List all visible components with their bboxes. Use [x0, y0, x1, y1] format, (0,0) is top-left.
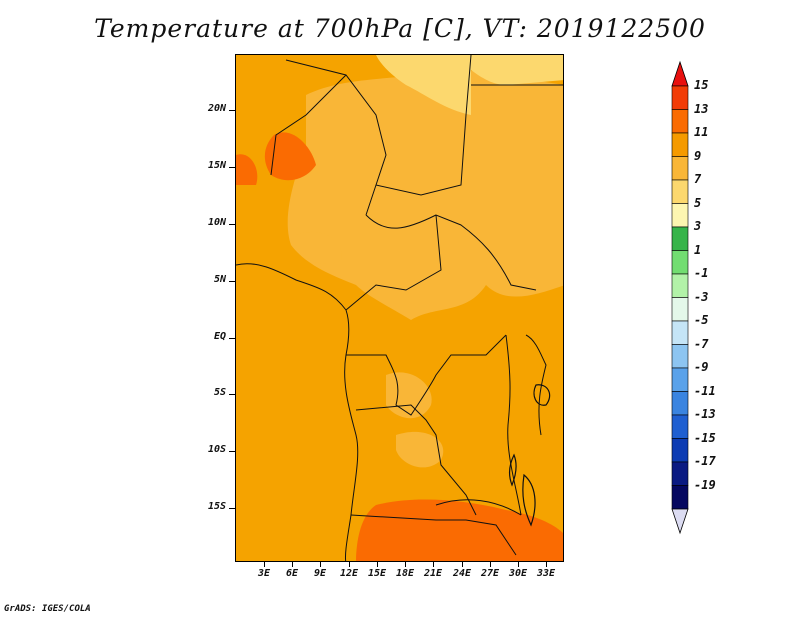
temperature-field	[236, 55, 563, 561]
lat-label-eq: EQ	[213, 331, 226, 342]
lon-label-33e: 33E	[536, 568, 556, 579]
lon-tick	[292, 562, 293, 567]
colorbar-bottom-arrow	[671, 508, 689, 535]
colorbar-segment	[671, 109, 689, 134]
lon-tick	[518, 562, 519, 567]
lat-label-10s: 10S	[207, 444, 226, 455]
country-borders	[236, 55, 563, 561]
colorbar-label: 9	[694, 148, 702, 163]
lat-label-5s: 5S	[213, 387, 226, 398]
colorbar-label: -17	[694, 454, 716, 468]
colorbar-label: -3	[694, 289, 709, 304]
colorbar-top-arrow	[671, 60, 689, 87]
colorbar-label: -7	[694, 336, 709, 351]
colorbar-label: -15	[694, 430, 716, 445]
lon-label-3e: 3E	[257, 568, 271, 579]
colorbar-label: -11	[694, 383, 716, 398]
lon-tick	[462, 562, 463, 567]
lat-label-15s: 15S	[207, 501, 226, 512]
chart-title: Temperature at 700hPa [C], VT: 201912250…	[94, 14, 706, 43]
map-panel[interactable]	[235, 54, 564, 562]
colorbar-segment	[671, 179, 689, 204]
lon-label-15e: 15E	[367, 568, 387, 579]
colorbar-segment	[671, 344, 689, 369]
field-region-5-7	[376, 55, 471, 115]
colorbar-segment	[671, 85, 689, 110]
lon-tick	[264, 562, 265, 567]
colorbar-label: -9	[694, 360, 709, 374]
colorbar-segment	[671, 156, 689, 181]
colorbar-segment	[671, 250, 689, 275]
colorbar-segment	[671, 226, 689, 251]
lat-tick	[229, 110, 235, 111]
colorbar-label: 15	[694, 78, 709, 92]
lon-label-30e: 30E	[508, 568, 528, 579]
lon-tick	[433, 562, 434, 567]
lat-tick	[229, 394, 235, 395]
lat-label-10n: 10N	[207, 217, 226, 228]
colorbar-label: -13	[694, 407, 716, 421]
lon-label-27e: 27E	[480, 568, 500, 579]
colorbar-label: 1	[694, 242, 702, 257]
colorbar-segment	[671, 297, 689, 322]
footer-credit: GrADS: IGES/COLA	[4, 604, 91, 614]
lon-tick	[349, 562, 350, 567]
lat-tick	[229, 224, 235, 225]
lon-label-6e: 6E	[285, 568, 299, 579]
colorbar-label: -19	[694, 477, 716, 492]
colorbar-segment	[671, 132, 689, 157]
lat-tick	[229, 167, 235, 168]
colorbar-label: -1	[694, 266, 709, 280]
lat-label-15n: 15N	[207, 160, 226, 171]
colorbar-label: -5	[694, 313, 709, 327]
lat-tick	[229, 508, 235, 509]
colorbar-segment	[671, 485, 689, 510]
colorbar-segment	[671, 414, 689, 439]
lon-tick	[377, 562, 378, 567]
lon-tick	[405, 562, 406, 567]
colorbar-segment	[671, 391, 689, 416]
lakes	[508, 384, 551, 527]
field-region-11-13	[264, 132, 316, 181]
field-region-11-13	[236, 154, 258, 185]
lon-tick	[320, 562, 321, 567]
lat-tick	[229, 281, 235, 282]
lon-tick	[490, 562, 491, 567]
lon-tick	[546, 562, 547, 567]
field-region-5-7	[471, 55, 563, 85]
colorbar-label: 5	[694, 195, 702, 210]
colorbar-label: 13	[694, 101, 709, 116]
colorbar-label: 7	[694, 172, 702, 186]
lon-label-24e: 24E	[452, 568, 472, 579]
lat-label-20n: 20N	[207, 103, 226, 114]
lat-label-5n: 5N	[213, 274, 226, 285]
lon-label-9e: 9E	[313, 568, 327, 579]
colorbar-segment	[671, 367, 689, 392]
lat-tick	[229, 338, 235, 339]
lon-label-12e: 12E	[339, 568, 359, 579]
colorbar-segment	[671, 273, 689, 298]
lon-label-18e: 18E	[395, 568, 415, 579]
field-region-7-9	[396, 431, 444, 468]
colorbar-label: 3	[694, 219, 702, 233]
lon-label-21e: 21E	[423, 568, 443, 579]
lat-tick	[229, 451, 235, 452]
colorbar-segment	[671, 461, 689, 486]
colorbar-label: 11	[694, 125, 709, 139]
colorbar-segment	[671, 320, 689, 345]
field-region-11-13	[356, 499, 563, 561]
colorbar	[671, 60, 689, 535]
field-region-7-9	[296, 231, 342, 265]
colorbar-segment	[671, 203, 689, 228]
colorbar-segment	[671, 438, 689, 463]
